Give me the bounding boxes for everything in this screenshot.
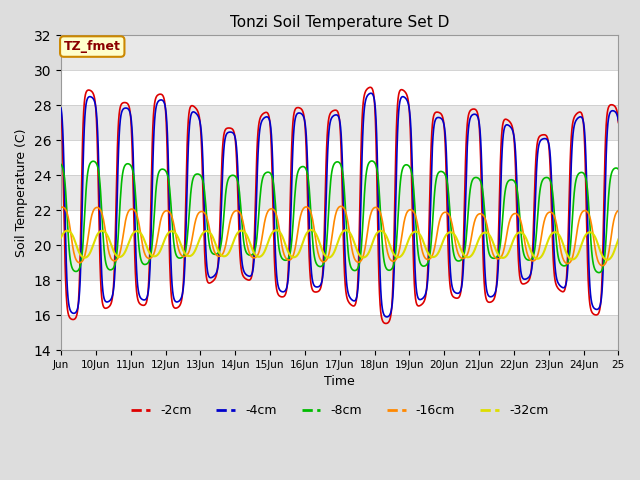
Bar — [61, 245, 618, 280]
X-axis label: Time: Time — [324, 375, 355, 388]
Y-axis label: Soil Temperature (C): Soil Temperature (C) — [15, 129, 28, 257]
Title: Tonzi Soil Temperature Set D: Tonzi Soil Temperature Set D — [230, 15, 449, 30]
Text: TZ_fmet: TZ_fmet — [64, 40, 121, 53]
Bar — [61, 315, 618, 350]
Bar — [61, 105, 618, 140]
Legend: -2cm, -4cm, -8cm, -16cm, -32cm: -2cm, -4cm, -8cm, -16cm, -32cm — [126, 399, 553, 422]
Bar — [61, 175, 618, 210]
Bar — [61, 36, 618, 70]
